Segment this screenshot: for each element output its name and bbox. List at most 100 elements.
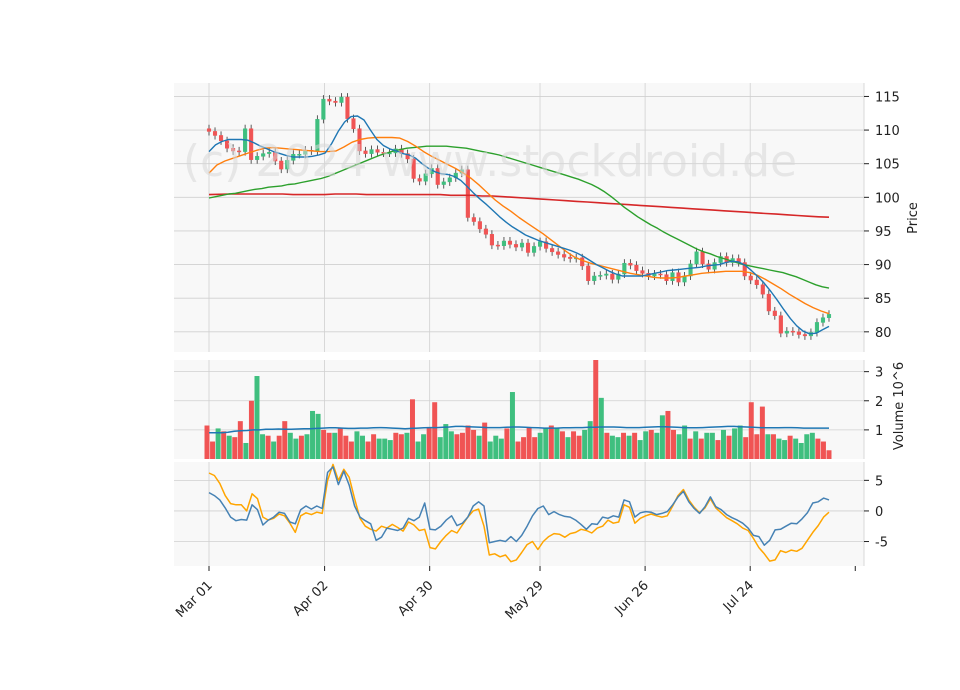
candle-body (441, 181, 446, 185)
volume-bar (815, 438, 821, 459)
volume-bar (743, 437, 749, 459)
volume-bar (204, 425, 210, 459)
volume-bar (776, 438, 782, 459)
volume-ytick-label: 1 (875, 424, 883, 439)
x-tick-label: May 29 (503, 578, 547, 622)
volume-bar (654, 432, 660, 459)
volume-bar (820, 441, 826, 459)
volume-bar (737, 425, 743, 459)
volume-bar (454, 434, 460, 459)
volume-bar (548, 425, 554, 459)
ma-mid-line (208, 136, 830, 315)
volume-bar (682, 425, 688, 459)
candle-body (363, 150, 368, 154)
volume-bar (787, 435, 793, 459)
candle-body (580, 257, 585, 267)
volume-bar (260, 434, 266, 459)
volume-bar (593, 360, 599, 459)
volume-bar (376, 438, 382, 459)
candle-body (375, 149, 380, 153)
candle-body (483, 228, 488, 235)
volume-bar (254, 376, 260, 459)
volume-bar (798, 442, 804, 459)
volume-bar (765, 434, 771, 459)
volume-bar (559, 431, 565, 459)
ma-200-line (208, 193, 830, 218)
volume-bar (809, 432, 815, 459)
candle-body (700, 251, 705, 265)
volume-bar (443, 424, 449, 459)
price-ytick-label: 95 (875, 225, 892, 240)
candle-body (550, 248, 555, 253)
candle-body (339, 96, 344, 103)
volume-bar (465, 425, 471, 459)
volume-bar (243, 442, 249, 459)
volume-bar (276, 435, 282, 459)
volume-bar (804, 434, 810, 459)
candle-body (616, 273, 621, 280)
candle-body (501, 240, 507, 246)
candle-body (628, 262, 633, 266)
volume-bar (393, 432, 399, 459)
volume-ytick-label: 2 (875, 395, 883, 410)
volume-bar (615, 437, 621, 459)
candle-body (285, 160, 290, 170)
volume-bar (210, 441, 216, 459)
candle-body (249, 128, 254, 160)
osc-ytick-label: 0 (875, 505, 883, 520)
volume-bar (232, 437, 238, 459)
volume-bar (293, 438, 299, 459)
candle-body (748, 275, 753, 281)
volume-bar (621, 432, 627, 459)
volume-bar (759, 406, 765, 459)
volume-bar (398, 434, 404, 459)
volume-bar (509, 392, 515, 459)
candle-body (351, 118, 356, 129)
volume-bar (576, 435, 582, 459)
volume-bar (770, 434, 776, 459)
volume-bar (793, 438, 799, 459)
price-ytick-label: 115 (875, 90, 900, 105)
price-panel: 80 85 90 95 100 105 110 115 (174, 83, 900, 352)
candle-body (279, 160, 284, 170)
candle-body (592, 275, 597, 281)
candle-body (321, 98, 326, 120)
volume-bar (348, 441, 354, 459)
candle-body (267, 152, 272, 154)
volume-bar (609, 435, 615, 459)
candle-body (826, 314, 832, 318)
volume-bar (354, 431, 360, 459)
x-tick-label: Mar 01 (173, 578, 216, 621)
x-axis: Mar 01 Apr 02 Apr 30 May 29 Jun 26 Jul 24 (173, 566, 856, 622)
volume-bar (482, 422, 488, 459)
volume-bar (437, 437, 443, 459)
volume-bar (643, 431, 649, 459)
candle-body (369, 149, 374, 154)
volume-bar (687, 438, 693, 459)
volume-bar (326, 432, 332, 459)
candle-body (405, 153, 410, 160)
volume-bar (282, 421, 288, 459)
ma-short-line (208, 115, 830, 335)
volume-bar (298, 435, 304, 459)
volume-bar (321, 429, 327, 459)
candle-body (411, 158, 416, 179)
candle-body (742, 262, 747, 277)
volume-bar (587, 421, 593, 459)
candle-body (658, 273, 663, 276)
price-ytick-label: 85 (875, 292, 892, 307)
x-tick-label: Apr 02 (290, 578, 331, 619)
volume-bar (487, 441, 493, 459)
candle-body (538, 241, 543, 247)
volume-bar (571, 431, 577, 459)
candle-body (634, 264, 639, 271)
candle-body (712, 262, 717, 270)
volume-bar (421, 434, 427, 459)
volume-bar (409, 399, 415, 459)
volume-axis-title: Volume 10^6 (892, 362, 907, 450)
volume-bar (504, 428, 510, 459)
volume-bar (565, 437, 571, 459)
candle-body (754, 279, 759, 286)
volume-bar (659, 415, 665, 459)
candle-body (784, 330, 789, 334)
